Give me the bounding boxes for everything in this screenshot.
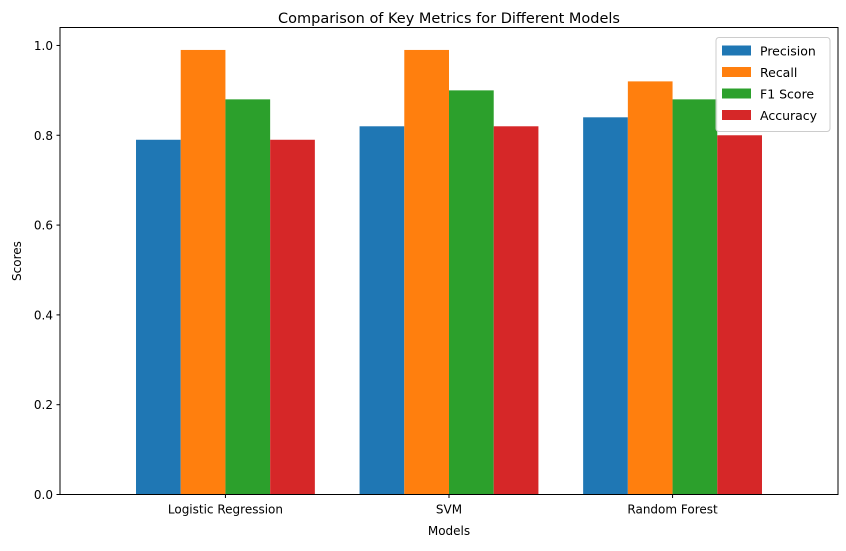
- legend-swatch-accuracy: [722, 110, 751, 120]
- x-tick-label: Logistic Regression: [168, 503, 283, 517]
- legend-label-f1-score: F1 Score: [760, 87, 814, 102]
- bar-precision-1: [136, 139, 181, 495]
- chart-title: Comparison of Key Metrics for Different …: [278, 11, 620, 27]
- legend-swatch-precision: [722, 45, 751, 56]
- legend-box: [715, 37, 831, 132]
- bar-f1-score-2: [449, 90, 494, 495]
- bar-recall-1: [180, 49, 226, 495]
- y-tick-label: 1.0: [34, 39, 53, 53]
- legend-swatch-f1-score: [722, 88, 751, 99]
- bar-accuracy-2: [493, 126, 539, 495]
- y-tick-label: 0.0: [34, 488, 53, 502]
- y-tick-label: 0.8: [34, 129, 53, 143]
- x-tick-label: SVM: [436, 503, 462, 517]
- y-axis: 0.0 0.2 0.4 0.6 0.8 1.0: [34, 39, 60, 502]
- y-tick-label: 0.2: [34, 398, 53, 412]
- bar-recall-3: [627, 81, 673, 495]
- legend-label-precision: Precision: [760, 44, 816, 59]
- bar-precision-2: [359, 126, 405, 495]
- x-axis: Logistic Regression SVM Random Forest: [168, 494, 718, 517]
- bar-recall-2: [404, 49, 449, 495]
- legend-label-recall: Recall: [760, 65, 797, 80]
- bar-f1-score-1: [225, 99, 271, 495]
- y-axis-label: Scores: [10, 241, 24, 281]
- y-tick-label: 0.6: [34, 219, 53, 233]
- bar-accuracy-1: [270, 139, 315, 495]
- bars-layer: [136, 49, 762, 495]
- legend-label-accuracy: Accuracy: [760, 108, 818, 123]
- y-tick-label: 0.4: [34, 308, 53, 322]
- x-tick-label: Random Forest: [627, 503, 718, 517]
- bar-f1-score-3: [672, 99, 718, 495]
- x-axis-label: Models: [428, 524, 470, 538]
- bar-precision-3: [583, 117, 628, 495]
- legend: Precision Recall F1 Score Accuracy: [715, 37, 831, 132]
- legend-swatch-recall: [722, 67, 751, 77]
- bar-accuracy-3: [717, 135, 762, 495]
